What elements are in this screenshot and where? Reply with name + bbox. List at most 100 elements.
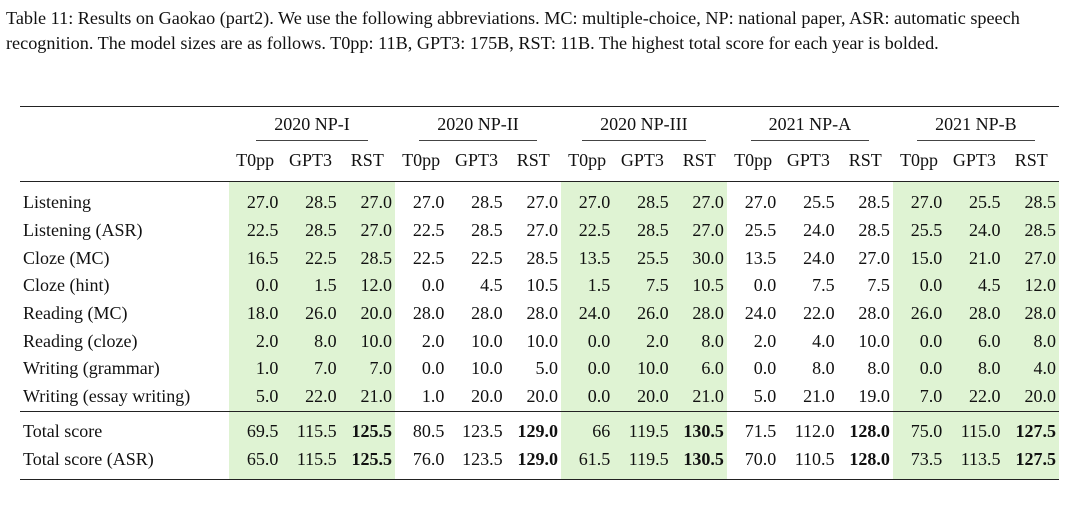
value-cell: 10.0 [339, 327, 395, 356]
model-header: RST [671, 145, 727, 182]
corner-cell [20, 106, 229, 145]
total-row: Total score (ASR) 65.0 115.5 125.5 76.0 123.5… [20, 445, 1059, 480]
value-cell: 0.0 [753, 275, 777, 296]
value-cell: 25.5 [945, 181, 1004, 217]
value-cell: 123.5 [447, 410, 506, 446]
value-cell: 28.5 [281, 181, 340, 217]
value-cell: 25.5 [803, 192, 835, 213]
value-cell: 10.0 [613, 355, 672, 383]
value-cell: 28.0 [945, 299, 1004, 328]
value-cell: 24.0 [744, 303, 777, 324]
value-cell: 10.0 [471, 330, 503, 351]
value-cell: 27.0 [339, 216, 395, 245]
value-cell: 0.0 [892, 272, 946, 300]
model-header: T0pp [726, 145, 780, 182]
value-cell: 4.0 [1003, 355, 1059, 383]
value-cell: 127.5 [1003, 445, 1059, 480]
group-header-label: 2020 NP-II [419, 114, 537, 141]
value-cell: 8.0 [1003, 327, 1059, 356]
model-header: GPT3 [281, 145, 340, 182]
value-cell: 15.0 [892, 244, 946, 273]
value-cell: 8.0 [671, 327, 727, 356]
value-cell: 61.5 [560, 445, 614, 480]
value-cell: 69.5 [229, 410, 282, 446]
group-header: 2021 NP-A [726, 106, 893, 145]
value-cell: 123.5 [447, 445, 506, 480]
value-cell: 0.0 [421, 358, 445, 379]
value-cell: 13.5 [744, 247, 777, 268]
value-cell: 27.0 [339, 181, 395, 217]
group-header-label: 2021 NP-B [917, 114, 1035, 141]
model-header: GPT3 [447, 145, 506, 182]
table-row: Listening (ASR) 22.5 28.5 27.0 22.5 28.5 27.0 2… [20, 216, 1059, 245]
value-cell: 0.0 [560, 355, 614, 383]
value-cell: 22.0 [945, 382, 1004, 411]
value-cell: 70.0 [726, 445, 780, 480]
model-header: GPT3 [613, 145, 672, 182]
row-label: Reading (MC) [23, 303, 128, 324]
model-header: T0pp [560, 145, 614, 182]
model-header: RST [1003, 145, 1059, 182]
value-cell: 28.5 [471, 220, 503, 241]
value-cell: 5.0 [229, 382, 282, 411]
value-cell: 6.0 [671, 355, 727, 383]
value-cell: 112.0 [779, 410, 838, 446]
table-row: Listening 27.0 28.5 27.0 27.0 28.5 27.0 27.0 28.… [20, 181, 1059, 217]
value-cell: 28.5 [858, 192, 890, 213]
value-cell: 24.0 [560, 299, 614, 328]
value-cell: 12.0 [339, 272, 395, 300]
model-header: GPT3 [945, 145, 1004, 182]
value-cell: 21.0 [803, 386, 835, 407]
value-cell: 125.5 [339, 445, 395, 480]
best-total: 130.5 [683, 448, 724, 469]
group-header-label: 2020 NP-I [256, 114, 368, 141]
value-cell: 20.0 [526, 386, 558, 407]
value-cell: 4.5 [945, 272, 1004, 300]
value-cell: 26.0 [613, 299, 672, 328]
value-cell: 1.0 [229, 355, 282, 383]
value-cell: 0.0 [892, 355, 946, 383]
value-cell: 27.0 [671, 181, 727, 217]
value-cell: 27.0 [671, 216, 727, 245]
value-cell: 24.0 [945, 216, 1004, 245]
value-cell: 119.5 [613, 410, 672, 446]
value-cell: 28.5 [281, 216, 340, 245]
value-cell: 7.0 [281, 355, 340, 383]
value-cell: 28.0 [526, 303, 558, 324]
value-cell: 113.5 [945, 445, 1004, 480]
best-total: 125.5 [351, 420, 392, 441]
table-row: Writing (essay writing) 5.0 22.0 21.0 1.0 20.… [20, 382, 1059, 411]
value-cell: 10.5 [671, 272, 727, 300]
value-cell: 28.5 [613, 216, 672, 245]
table-row: Writing (grammar) 1.0 7.0 7.0 0.0 10.0 5.0 0.0 1… [20, 355, 1059, 383]
row-label: Cloze (hint) [23, 275, 110, 296]
group-header-label: 2020 NP-III [582, 114, 706, 141]
table-caption: Table 11: Results on Gaokao (part2). We … [6, 8, 1020, 53]
value-cell: 4.0 [812, 330, 835, 351]
value-cell: 16.5 [229, 244, 282, 273]
value-cell: 8.0 [945, 355, 1004, 383]
group-header-row: 2020 NP-I 2020 NP-II 2020 NP-III 2021 NP-A 2… [20, 106, 1059, 145]
row-label: Listening (ASR) [23, 220, 143, 241]
value-cell: 5.0 [535, 358, 558, 379]
value-cell: 1.5 [281, 272, 340, 300]
value-cell: 27.0 [1003, 244, 1059, 273]
value-cell: 115.5 [281, 410, 340, 446]
corner-cell [20, 145, 229, 182]
value-cell: 7.5 [812, 275, 835, 296]
value-cell: 73.5 [892, 445, 946, 480]
value-cell: 26.0 [892, 299, 946, 328]
model-header: T0pp [229, 145, 282, 182]
group-header: 2020 NP-I [229, 106, 395, 145]
value-cell: 22.5 [412, 247, 445, 268]
value-cell: 115.0 [945, 410, 1004, 446]
value-cell: 110.5 [779, 445, 838, 480]
value-cell: 7.5 [867, 275, 890, 296]
group-header: 2020 NP-III [560, 106, 727, 145]
value-cell: 10.0 [858, 330, 890, 351]
row-label: Cloze (MC) [23, 247, 110, 268]
value-cell: 22.5 [412, 220, 445, 241]
value-cell: 2.0 [229, 327, 282, 356]
value-cell: 28.5 [1003, 216, 1059, 245]
model-header: T0pp [892, 145, 946, 182]
